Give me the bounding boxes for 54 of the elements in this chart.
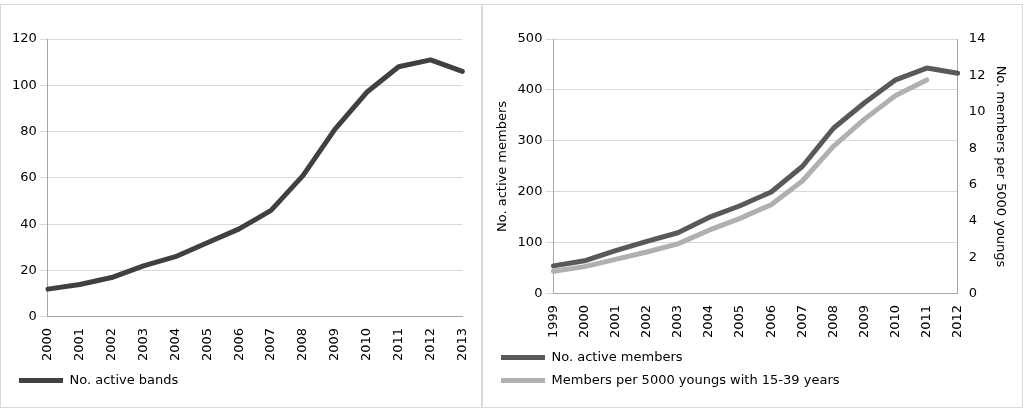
y2-tick-label: 6 [968, 176, 978, 192]
y-tick-label: 200 [517, 183, 543, 199]
y2-tick-label: 10 [968, 103, 986, 119]
x-tick-label: 1999 [544, 304, 560, 339]
x-tick-label: 2005 [731, 304, 747, 339]
x-tick-label: 2004 [700, 304, 716, 339]
x-tick-label: 2012 [949, 304, 965, 339]
y2-tick-label: 12 [968, 66, 986, 82]
x-tick-label: 2007 [793, 304, 809, 339]
legend-label: Members per 5000 youngs with 15-39 years [551, 371, 840, 387]
y-tick-label: 400 [517, 81, 543, 97]
y2-axis-title: No. members per 5000 youngs [993, 65, 1009, 268]
legend-label: No. active bands [69, 371, 179, 387]
y-axis-title: No. active members [494, 100, 510, 232]
y-tick-label: 20 [20, 261, 37, 277]
x-tick-label: 2000 [39, 327, 55, 362]
x-tick-label: 2010 [358, 327, 374, 362]
x-tick-label: 2006 [762, 304, 778, 339]
legend-label: No. active members [551, 348, 683, 364]
y-tick-label: 120 [11, 30, 37, 46]
x-tick-label: 2004 [166, 327, 182, 362]
x-tick-label: 2002 [102, 327, 118, 362]
x-tick-label: 2001 [607, 304, 623, 339]
x-tick-label: 2003 [134, 327, 150, 362]
x-tick-label: 2006 [230, 327, 246, 362]
x-tick-label: 2002 [638, 304, 654, 339]
y-tick-label: 0 [28, 308, 37, 324]
x-tick-label: 2010 [887, 304, 903, 339]
x-tick-label: 2013 [453, 327, 469, 362]
x-tick-label: 2011 [389, 327, 405, 362]
y2-tick-label: 14 [968, 30, 986, 46]
x-tick-label: 2000 [575, 304, 591, 339]
y2-tick-label: 0 [968, 285, 978, 301]
x-tick-label: 2001 [71, 327, 87, 362]
y-tick-label: 500 [517, 30, 543, 46]
y-tick-label: 100 [517, 234, 543, 250]
y-tick-label: 40 [20, 215, 37, 231]
x-tick-label: 2007 [262, 327, 278, 362]
x-tick-label: 2008 [294, 327, 310, 362]
y2-tick-label: 4 [968, 212, 978, 228]
x-tick-label: 2005 [198, 327, 214, 362]
x-tick-label: 2003 [669, 304, 685, 339]
y-tick-label: 60 [20, 169, 37, 185]
x-tick-label: 2008 [824, 304, 840, 339]
y-tick-label: 300 [517, 132, 543, 148]
x-tick-label: 2011 [918, 304, 934, 339]
x-tick-label: 2009 [855, 304, 871, 339]
y-tick-label: 80 [20, 123, 37, 139]
y-tick-label: 0 [534, 285, 543, 301]
y2-tick-label: 2 [968, 248, 978, 264]
y-tick-label: 100 [11, 76, 37, 92]
y2-tick-label: 8 [968, 139, 978, 155]
x-tick-label: 2009 [326, 327, 342, 362]
x-tick-label: 2012 [421, 327, 437, 362]
